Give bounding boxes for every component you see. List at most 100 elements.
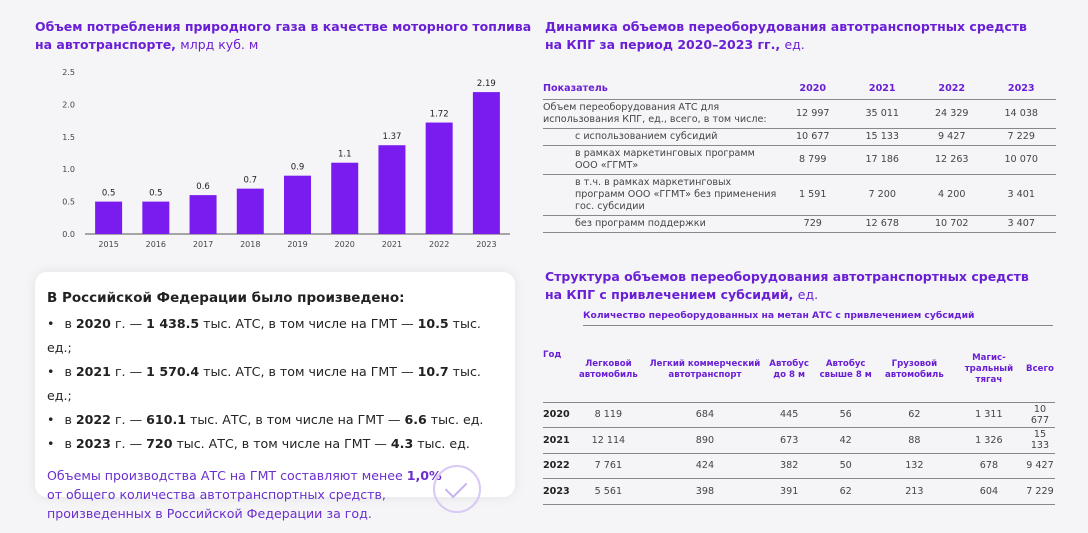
bar-2019 xyxy=(284,175,311,234)
check-circle-icon xyxy=(433,465,481,513)
conversion-dynamics-table: Показатель 2020 2021 2022 2023 Объем переобор… xyxy=(543,78,1056,233)
column-header: Магис-тральный тягач xyxy=(952,338,1025,403)
row-label: в рамках маркетинговых программ ООО «ГГМ… xyxy=(543,145,778,175)
table-cell: 62 xyxy=(815,478,876,505)
data-label: 2.19 xyxy=(477,79,496,89)
chart-title-line1: Объем потребления природного газа в каче… xyxy=(35,19,532,34)
table-cell: 35 011 xyxy=(847,99,917,129)
x-tick-label: 2021 xyxy=(382,240,402,249)
production-item: в 2023 г. — 720 тыс. АТС, в том числе на… xyxy=(47,432,503,456)
data-label: 1.37 xyxy=(382,132,401,142)
production-card: В Российской Федерации было произведено:… xyxy=(35,272,515,521)
table-cell: 12 263 xyxy=(917,145,987,175)
table-cell: 9 427 xyxy=(1024,453,1055,479)
table-row: без программ поддержки 729 12 678 10 702 3 4… xyxy=(543,215,1056,233)
production-list: в 2020 г. — 1 438.5 тыс. АТС, в том числ… xyxy=(47,312,503,456)
table-cell: 7 200 xyxy=(847,174,917,216)
table-cell: 673 xyxy=(762,427,816,454)
bar-2016 xyxy=(142,201,170,234)
column-header: Автобус свыше 8 м xyxy=(815,338,876,403)
item-y: 2023 xyxy=(75,436,111,451)
table2-unit: ед. xyxy=(797,287,819,302)
item-a: в xyxy=(64,364,76,379)
column-header: Всего xyxy=(1024,338,1055,403)
table-cell: 424 xyxy=(647,453,763,479)
table-cell: 12 114 xyxy=(569,427,648,454)
table-cell: 15 133 xyxy=(1024,427,1055,454)
column-header: 2023 xyxy=(986,78,1056,100)
item-v: 1 438.5 xyxy=(146,316,200,331)
item-y: 2021 xyxy=(75,364,111,379)
table-cell: 398 xyxy=(647,478,763,505)
x-tick-label: 2017 xyxy=(193,240,213,249)
table2-title: Структура объемов переоборудования автот… xyxy=(545,268,1029,304)
item-c: тыс. АТС, в том числе на ГМТ — xyxy=(199,364,418,379)
item-g: 4.3 xyxy=(390,436,414,451)
production-item: в 2020 г. — 1 438.5 тыс. АТС, в том числ… xyxy=(47,312,503,360)
item-y: 2022 xyxy=(75,412,111,427)
column-header: Год xyxy=(543,338,570,403)
table-cell: 3 401 xyxy=(986,174,1056,216)
row-label: Объем переоборудования АТС для использов… xyxy=(543,99,778,129)
x-tick-label: 2016 xyxy=(146,240,166,249)
table-row: Объем переоборудования АТС для использов… xyxy=(543,99,1056,129)
table-cell: 4 200 xyxy=(917,174,987,216)
item-b: г. — xyxy=(110,316,147,331)
table-row: с использованием субсидий 10 677 15 133 9 4… xyxy=(543,128,1056,146)
item-c: тыс. АТС, в том числе на ГМТ — xyxy=(186,412,405,427)
column-header: 2020 xyxy=(778,78,848,100)
column-header: 2021 xyxy=(847,78,917,100)
table-cell: 7 229 xyxy=(1024,478,1055,505)
chart-title-line2: на автотранспорте, xyxy=(35,37,176,52)
table-row: в т.ч. в рамках маркетинговых программ О… xyxy=(543,174,1056,216)
item-b: г. — xyxy=(110,364,147,379)
row-label: с использованием субсидий xyxy=(543,128,778,146)
year-cell: 2020 xyxy=(543,402,570,428)
item-v: 610.1 xyxy=(146,412,187,427)
bar-2020 xyxy=(331,162,359,234)
note-text-2: от общего количества автотранспортных ср… xyxy=(47,487,386,521)
table1-unit: ед. xyxy=(784,37,805,52)
production-item: в 2022 г. — 610.1 тыс. АТС, в том числе … xyxy=(47,408,503,432)
table-cell: 10 677 xyxy=(778,128,848,146)
table-cell: 56 xyxy=(815,402,876,428)
bar-2021 xyxy=(378,145,406,234)
table-cell: 678 xyxy=(952,453,1025,479)
table-cell: 213 xyxy=(875,478,953,505)
item-a: в xyxy=(64,436,76,451)
item-d: тыс. ед.; xyxy=(47,364,481,403)
table-row: 2023 5 561 398 391 62 213 604 7 229 xyxy=(543,478,1055,505)
data-label: 1.1 xyxy=(338,150,352,160)
data-label: 0.9 xyxy=(291,163,305,173)
bar-2022 xyxy=(425,122,453,234)
table-cell: 132 xyxy=(875,453,953,479)
column-header: Показатель xyxy=(543,78,778,100)
bar-2023 xyxy=(472,92,500,234)
table-cell: 8 799 xyxy=(778,145,848,175)
item-d: тыс. ед. xyxy=(413,436,470,451)
data-label: 1.72 xyxy=(430,110,449,120)
x-tick-label: 2023 xyxy=(476,240,496,249)
table-cell: 62 xyxy=(875,402,953,428)
subsidy-structure-table: Год Легковой автомобиль Легкий коммерчески… xyxy=(543,338,1055,505)
item-d: тыс. ед. xyxy=(426,412,484,427)
y-tick-label: 2.5 xyxy=(62,68,75,77)
table-cell: 24 329 xyxy=(917,99,987,129)
item-v: 720 xyxy=(146,436,173,451)
table-cell: 729 xyxy=(778,215,848,233)
table-cell: 42 xyxy=(815,427,876,454)
data-label: 0.6 xyxy=(196,182,210,192)
bar-2015 xyxy=(95,201,123,234)
table-cell: 890 xyxy=(647,427,763,454)
table-cell: 50 xyxy=(815,453,876,479)
card-note: Объемы производства АТС на ГМТ составляю… xyxy=(47,466,457,523)
table1-title: Динамика объемов переоборудования автотр… xyxy=(545,18,1027,54)
note-percent: 1,0% xyxy=(406,468,442,483)
table-row: 2022 7 761 424 382 50 132 678 9 427 xyxy=(543,453,1055,479)
table-row: 2020 8 119 684 445 56 62 1 311 10 677 xyxy=(543,402,1055,428)
table-cell: 445 xyxy=(762,402,816,428)
item-c: тыс. АТС, в том числе на ГМТ — xyxy=(172,436,391,451)
card-heading: В Российской Федерации было произведено: xyxy=(47,290,405,306)
table-cell: 382 xyxy=(762,453,816,479)
row-label: в т.ч. в рамках маркетинговых программ О… xyxy=(543,174,778,216)
